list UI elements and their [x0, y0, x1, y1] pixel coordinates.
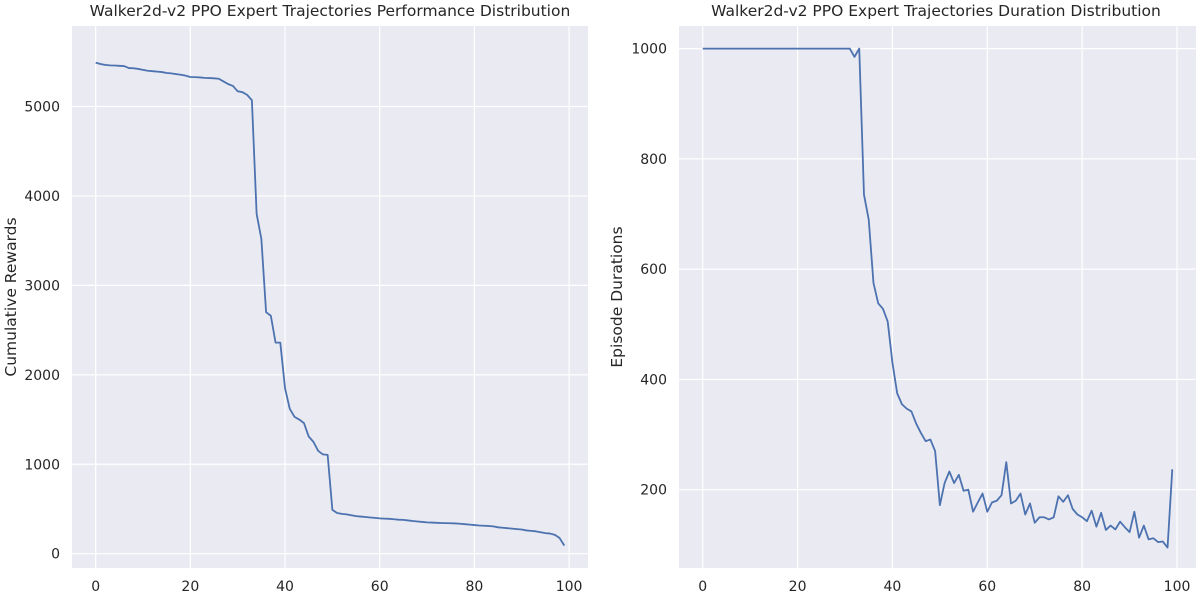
y-tick-label: 3000: [24, 278, 60, 294]
rewards-chart-panel: Walker2d-v2 PPO Expert Trajectories Perf…: [2, 2, 588, 595]
x-tick-label: 0: [91, 579, 100, 595]
durations-chart-panel: Walker2d-v2 PPO Expert Trajectories Dura…: [608, 2, 1196, 595]
x-tick-label: 100: [1164, 579, 1191, 595]
series-line: [702, 47, 1174, 549]
x-tick-label: 40: [276, 579, 294, 595]
x-tick-label: 40: [884, 579, 902, 595]
y-tick-label: 4000: [24, 189, 60, 205]
y-axis-label: Cumulative Rewards: [2, 217, 20, 376]
y-tick-label: 400: [640, 372, 667, 388]
x-tick-label: 100: [556, 579, 583, 595]
y-tick-label: 1000: [24, 457, 60, 473]
x-tick-label: 80: [465, 579, 483, 595]
series-layer: [702, 47, 1174, 549]
y-tick-label: 600: [640, 262, 667, 278]
x-tick-label: 20: [181, 579, 199, 595]
series-layer: [95, 61, 566, 547]
series-line: [95, 61, 566, 547]
y-tick-label: 0: [51, 547, 60, 563]
tick-labels: 0 20 40 60 80 100 200 400 600 800 1000: [631, 42, 1190, 595]
chart-title: Walker2d-v2 PPO Expert Trajectories Dura…: [711, 2, 1161, 20]
y-tick-label: 800: [640, 152, 667, 168]
x-tick-label: 0: [698, 579, 707, 595]
x-tick-label: 60: [371, 579, 389, 595]
grid-lines: [72, 26, 588, 568]
x-tick-label: 60: [978, 579, 996, 595]
chart-title: Walker2d-v2 PPO Expert Trajectories Perf…: [90, 2, 571, 20]
y-tick-label: 5000: [24, 99, 60, 115]
x-tick-label: 20: [789, 579, 807, 595]
y-tick-label: 2000: [24, 368, 60, 384]
x-tick-label: 80: [1073, 579, 1091, 595]
y-axis-label: Episode Durations: [608, 226, 626, 367]
y-tick-label: 200: [640, 483, 667, 499]
grid-lines: [679, 26, 1196, 568]
y-tick-label: 1000: [631, 42, 667, 58]
